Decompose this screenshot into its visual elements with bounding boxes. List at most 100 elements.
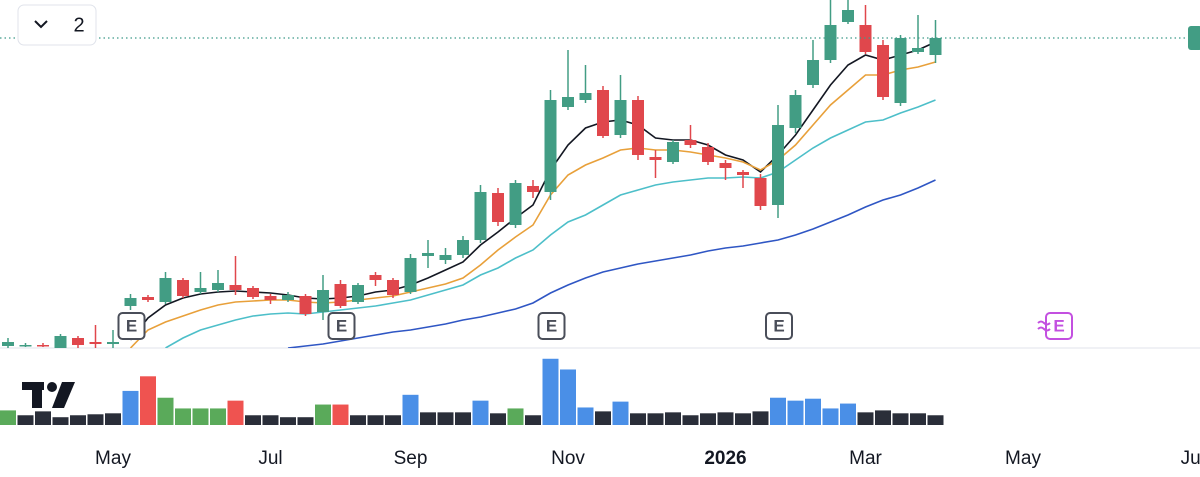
earnings-badge <box>765 312 793 340</box>
volume-bar <box>682 415 699 425</box>
x-tick-label: Sep <box>394 448 428 469</box>
volume-bar <box>350 415 366 425</box>
volume-bar <box>910 413 926 425</box>
dropdown[interactable]: 2 <box>17 4 97 46</box>
candle-body <box>282 295 294 300</box>
earnings-badge <box>1045 312 1073 340</box>
candle-body <box>72 338 84 345</box>
volume-bar <box>367 415 384 425</box>
volume-bar <box>927 415 944 425</box>
candle-body <box>194 288 207 292</box>
volume-bar <box>717 412 734 425</box>
volume-bar <box>52 417 69 425</box>
candle-body <box>702 147 714 162</box>
volume-bar <box>35 411 51 425</box>
volume-bar <box>542 358 559 425</box>
moving-average <box>165 99 936 348</box>
candle-body <box>317 290 329 312</box>
time-axis: May Jul Sep Nov 2026 Mar May Jul <box>95 448 1200 469</box>
volume-bar <box>315 404 331 425</box>
earnings-badge <box>117 312 146 340</box>
volume-bar <box>577 407 594 425</box>
candle-body <box>597 90 609 136</box>
dropdown-box[interactable] <box>17 4 97 46</box>
volume-bar <box>332 404 349 425</box>
earnings-label: E <box>773 316 784 335</box>
candle-body <box>877 45 889 97</box>
volume-bar <box>192 408 209 425</box>
volume-bar <box>262 415 279 425</box>
volume-bar <box>507 408 524 425</box>
logo <box>22 382 75 408</box>
volume-bar <box>297 417 314 425</box>
x-tick-label: Jul <box>1181 448 1200 469</box>
x-tick-label: May <box>95 448 131 469</box>
candle-body <box>842 10 854 22</box>
dropdown-label: 2 <box>73 14 84 36</box>
volume-bar <box>420 412 436 425</box>
volume-bar <box>875 410 891 425</box>
x-tick-label: May <box>1005 448 1041 469</box>
volume-bar <box>472 400 489 425</box>
candle-body <box>754 178 767 206</box>
volume-bar <box>105 413 121 425</box>
candle-body <box>352 285 364 302</box>
volume-bar <box>857 412 874 425</box>
upcoming-mark <box>1037 320 1051 332</box>
candle-body <box>509 183 522 225</box>
x-tick-label: Jul <box>258 448 282 469</box>
x-tick-label: Mar <box>849 448 882 469</box>
volume-bar <box>175 408 191 425</box>
moving-average <box>287 179 936 348</box>
candle-body <box>369 275 382 280</box>
candle-body <box>527 186 539 192</box>
candle-body <box>824 25 837 60</box>
candle-body <box>789 95 802 128</box>
candle-body <box>37 345 49 347</box>
candle-body <box>737 172 749 175</box>
candle-body <box>912 48 924 52</box>
volume-bar <box>455 412 471 425</box>
candle-body <box>667 142 679 162</box>
logo-part <box>32 382 42 408</box>
candle-body <box>457 240 469 255</box>
candle-body <box>264 296 277 300</box>
candle-body <box>299 296 312 314</box>
candle-body <box>159 278 172 302</box>
candle-body <box>334 284 347 306</box>
volume-bar <box>70 415 86 425</box>
moving-average <box>129 61 936 348</box>
volume-bar <box>525 415 541 425</box>
volume-bar <box>752 411 769 425</box>
candle-body <box>929 38 942 55</box>
volume-bar <box>665 412 681 425</box>
volume-bar <box>595 411 611 425</box>
volume-bar <box>770 397 786 425</box>
candle-body <box>614 100 627 135</box>
candle-body <box>212 283 224 290</box>
candle-body <box>684 140 697 145</box>
candle-body <box>142 297 154 300</box>
volume-bar <box>0 410 16 425</box>
volume-bar <box>822 408 839 425</box>
candle-body <box>772 125 784 205</box>
volume-bar <box>560 369 576 425</box>
candle-body <box>439 255 452 260</box>
volume-bar <box>385 415 401 425</box>
earnings-label: E <box>546 316 557 335</box>
candle-body <box>19 345 32 347</box>
earnings-label: E <box>336 316 347 335</box>
candle-body <box>54 336 67 348</box>
candle-body <box>107 342 119 344</box>
volume-bar <box>647 413 664 425</box>
volume-bar <box>630 413 646 425</box>
volume-bar <box>612 401 629 425</box>
volume-bar <box>17 415 34 425</box>
candle-body <box>562 97 574 107</box>
volume-bar <box>437 412 454 425</box>
candle-body <box>387 280 399 295</box>
earnings-label: E <box>1053 316 1064 335</box>
volume-bar <box>735 413 751 425</box>
